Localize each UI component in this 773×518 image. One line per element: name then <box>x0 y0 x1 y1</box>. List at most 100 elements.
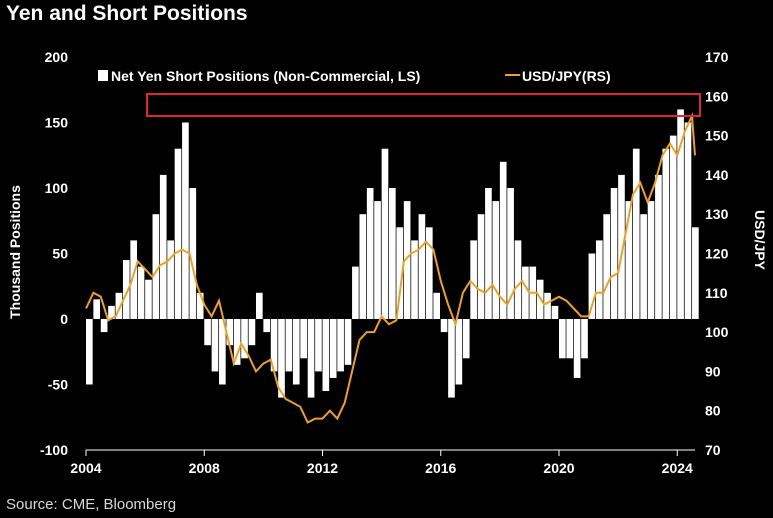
bar <box>603 214 611 319</box>
bar <box>544 292 551 319</box>
bar <box>389 188 396 319</box>
x-tick-label: 2016 <box>425 460 456 476</box>
y-right-tick-label: 160 <box>705 88 729 104</box>
bar <box>189 188 197 319</box>
y-right-tick-label: 170 <box>705 49 729 65</box>
y-right-tick-label: 80 <box>705 403 721 419</box>
y-axis-right-title: USD/JPY <box>752 210 768 271</box>
bar <box>337 319 344 372</box>
bar <box>514 240 522 319</box>
highlight-box <box>146 93 701 117</box>
bar <box>86 319 93 385</box>
bar <box>573 319 581 378</box>
bar <box>522 266 529 319</box>
y-right-tick-label: 120 <box>705 246 729 262</box>
bar <box>211 319 219 372</box>
bar <box>182 122 189 319</box>
bar <box>159 174 167 319</box>
bar <box>174 148 182 319</box>
legend: Net Yen Short Positions (Non-Commercial,… <box>98 68 611 84</box>
bar <box>270 319 278 372</box>
bar <box>684 122 692 319</box>
x-axis-ticks: 2004 2008 2012 2016 2020 2024 <box>70 449 695 476</box>
bar <box>122 260 130 319</box>
bar <box>115 292 123 319</box>
x-tick-label: 2004 <box>70 460 101 476</box>
y-right-tick-label: 90 <box>705 363 721 379</box>
bar <box>581 319 588 359</box>
bar <box>440 319 448 333</box>
chart-title: Yen and Short Positions <box>6 2 248 25</box>
bar <box>499 161 507 319</box>
bar <box>662 148 670 319</box>
y-left-tick-label: 0 <box>60 311 68 327</box>
bar <box>448 319 455 398</box>
bar <box>278 319 285 398</box>
bar <box>418 214 426 319</box>
bar <box>108 305 115 319</box>
bar <box>329 319 337 378</box>
bar <box>396 227 404 319</box>
bar <box>300 319 307 359</box>
source-note: Source: CME, Bloomberg <box>6 496 177 513</box>
bar <box>241 319 248 359</box>
bar <box>595 240 603 319</box>
bar <box>226 319 234 346</box>
bar <box>322 319 330 392</box>
bar <box>219 319 226 385</box>
chart-svg: 200 150 100 50 0 -50 -100 170 160 150 140 130 120 11… <box>7 49 768 476</box>
bar <box>374 201 381 319</box>
y-axis-left-title: Thousand Positions <box>7 185 23 319</box>
bar <box>669 135 677 319</box>
bar <box>167 240 174 319</box>
y-left-tick-label: -100 <box>40 442 68 458</box>
bar <box>647 201 655 319</box>
bar <box>366 188 374 319</box>
bar <box>93 299 101 319</box>
bar <box>344 319 352 365</box>
bar <box>285 319 293 372</box>
bar <box>632 148 640 319</box>
bar <box>248 319 256 346</box>
bar <box>655 174 662 319</box>
bar <box>315 319 322 372</box>
y-left-tick-label: 200 <box>45 49 69 65</box>
x-tick-label: 2008 <box>189 460 220 476</box>
y-right-tick-label: 70 <box>705 442 721 458</box>
bar <box>559 319 566 359</box>
bar <box>381 148 389 319</box>
bar <box>196 292 204 319</box>
bar <box>462 319 470 359</box>
bar <box>152 214 160 319</box>
x-tick-label: 2024 <box>662 460 693 476</box>
bar <box>100 319 108 333</box>
y-right-tick-label: 110 <box>705 285 728 301</box>
bar <box>692 227 699 319</box>
y-right-tick-label: 100 <box>705 324 729 340</box>
bar-series <box>86 109 699 398</box>
y-right-tick-label: 130 <box>705 206 729 222</box>
y-left-tick-label: 50 <box>52 246 68 262</box>
bar <box>677 109 684 320</box>
bar <box>625 201 633 319</box>
bar <box>455 319 463 385</box>
bar <box>507 188 514 319</box>
bar <box>610 188 618 319</box>
bar <box>403 201 411 319</box>
y-axis-right-ticks: 170 160 150 140 130 120 110 100 90 80 70 <box>705 49 729 458</box>
bar <box>433 292 441 319</box>
bar <box>263 319 271 333</box>
usdjpy-line <box>85 111 696 424</box>
bar <box>470 240 477 319</box>
y-left-tick-label: -50 <box>48 377 68 393</box>
y-right-tick-label: 140 <box>705 167 729 183</box>
y-left-tick-label: 100 <box>45 180 69 196</box>
x-tick-label: 2012 <box>307 460 338 476</box>
bar <box>618 174 625 319</box>
y-left-tick-label: 150 <box>45 115 69 131</box>
y-axis-left-ticks: 200 150 100 50 0 -50 -100 <box>40 49 68 458</box>
bar <box>145 279 152 319</box>
bar <box>425 227 433 319</box>
bar <box>411 240 418 319</box>
y-right-tick-label: 150 <box>705 128 729 144</box>
